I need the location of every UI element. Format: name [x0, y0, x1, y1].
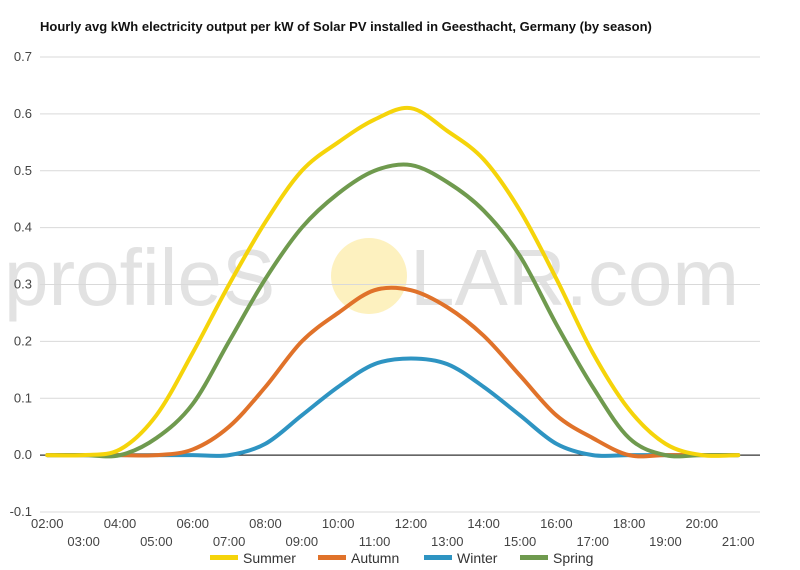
- x-tick-label: 03:00: [67, 534, 100, 549]
- y-tick-label: 0.1: [14, 390, 32, 405]
- x-tick-label: 15:00: [504, 534, 537, 549]
- y-tick-label: 0.0: [14, 447, 32, 462]
- series-line-spring: [45, 162, 741, 459]
- y-tick-label: 0.2: [14, 333, 32, 348]
- y-tick-label: 0.3: [14, 277, 32, 292]
- x-tick-label: 09:00: [286, 534, 319, 549]
- x-tick-label: 13:00: [431, 534, 464, 549]
- x-tick-label: 16:00: [540, 516, 573, 531]
- x-tick-label: 20:00: [686, 516, 719, 531]
- x-tick-label: 12:00: [395, 516, 428, 531]
- watermark-sun: [331, 238, 407, 314]
- legend-label-winter: Winter: [457, 550, 498, 566]
- legend-swatch-summer: [210, 555, 238, 560]
- x-tick-label: 14:00: [467, 516, 500, 531]
- legend-label-spring: Spring: [553, 550, 593, 566]
- watermark-text-before: profileS: [4, 233, 275, 322]
- grid: [40, 56, 760, 513]
- chart-title: Hourly avg kWh electricity output per kW…: [40, 19, 652, 34]
- x-tick-label: 04:00: [104, 516, 137, 531]
- y-tick-label: 0.7: [14, 49, 32, 64]
- x-tick-label: 06:00: [176, 516, 209, 531]
- x-tick-label: 07:00: [213, 534, 246, 549]
- x-tick-label: 10:00: [322, 516, 355, 531]
- legend: Summer Autumn Winter Spring: [210, 550, 593, 566]
- y-tick-label: 0.4: [14, 220, 32, 235]
- watermark: profileS LAR.com: [4, 233, 739, 322]
- x-tick-label: 19:00: [649, 534, 682, 549]
- x-tick-label: 21:00: [722, 534, 755, 549]
- legend-swatch-winter: [424, 555, 452, 560]
- y-axis-ticks: -0.1 0.0 0.1 0.2 0.3 0.4 0.5 0.6 0.7: [10, 49, 32, 519]
- x-tick-label: 17:00: [576, 534, 609, 549]
- y-tick-label: -0.1: [10, 504, 32, 519]
- y-tick-label: 0.5: [14, 163, 32, 178]
- legend-label-summer: Summer: [243, 550, 296, 566]
- x-tick-label: 11:00: [359, 534, 391, 549]
- series-line-summer: [45, 105, 741, 458]
- series-lines: [45, 105, 741, 459]
- series-line-autumn: [45, 285, 741, 459]
- x-tick-label: 05:00: [140, 534, 173, 549]
- x-tick-label: 02:00: [31, 516, 64, 531]
- y-tick-label: 0.6: [14, 106, 32, 121]
- x-tick-label: 18:00: [613, 516, 646, 531]
- watermark-text-after: LAR.com: [410, 233, 739, 322]
- x-tick-label: 08:00: [249, 516, 282, 531]
- legend-swatch-autumn: [318, 555, 346, 560]
- legend-label-autumn: Autumn: [351, 550, 399, 566]
- legend-swatch-spring: [520, 555, 548, 560]
